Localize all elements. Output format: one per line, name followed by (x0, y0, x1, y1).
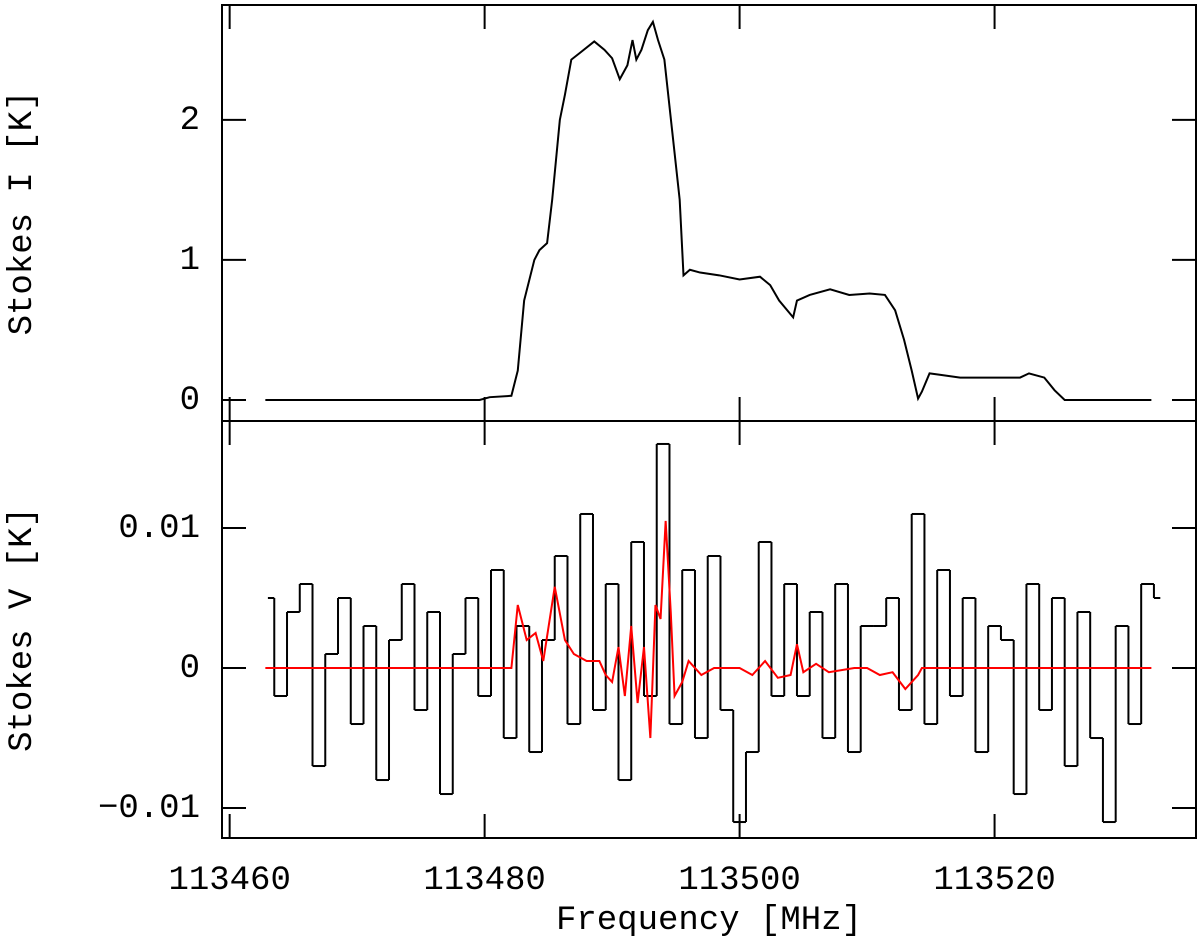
plot-frame (221, 4, 1197, 422)
y-tick-label: −0.01 (98, 790, 200, 828)
y-tick-label: 2 (180, 102, 200, 140)
y-tick-label: 0 (180, 382, 200, 420)
x-axis-label: Frequency [MHz] (556, 902, 862, 940)
plot-frame (221, 420, 1197, 839)
x-tick-label: 113520 (933, 862, 1055, 900)
x-tick-label: 113500 (678, 862, 800, 900)
y-tick-label: 1 (180, 242, 200, 280)
y-axis-label: Stokes I [K] (4, 91, 42, 336)
y-axis-label: Stokes V [K] (4, 507, 42, 752)
y-tick-label: 0 (180, 650, 200, 688)
x-tick-label: 113460 (168, 862, 290, 900)
data-line (265, 520, 1152, 739)
x-tick-label: 113480 (423, 862, 545, 900)
step-riser (273, 443, 1155, 823)
y-tick-label: 0.01 (118, 510, 200, 548)
data-line (265, 19, 1152, 402)
